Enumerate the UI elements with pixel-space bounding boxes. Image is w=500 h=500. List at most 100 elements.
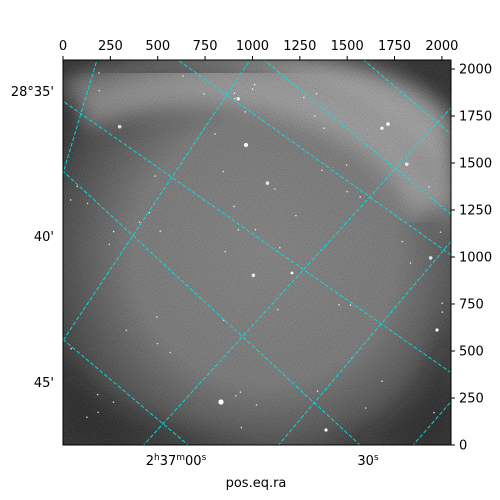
star xyxy=(233,205,235,208)
star xyxy=(223,319,225,322)
wcs-grid-line xyxy=(63,338,189,445)
star xyxy=(222,170,225,173)
x-axis-label: pos.eq.ra xyxy=(226,476,287,491)
star xyxy=(279,246,281,249)
wcs-grid-line xyxy=(362,60,451,135)
star xyxy=(295,214,297,217)
star xyxy=(233,97,236,100)
star xyxy=(154,175,156,177)
bright-star xyxy=(244,143,248,147)
star xyxy=(265,181,270,185)
star xyxy=(255,404,258,406)
bright-star xyxy=(218,399,224,405)
star xyxy=(346,190,349,193)
dec-tick-label: 40' xyxy=(34,230,54,245)
x-pixel-tick-label: 1750 xyxy=(378,39,411,54)
star xyxy=(251,273,256,278)
y-pixel-tick-label: 0 xyxy=(459,439,467,454)
y-pixel-tick-label: 2000 xyxy=(459,63,492,78)
star xyxy=(251,88,254,90)
dec-tick-label: 28°35' xyxy=(11,85,54,100)
star xyxy=(159,230,162,233)
wcs-grid-line xyxy=(63,60,98,176)
star xyxy=(108,243,111,246)
x-pixel-tick-label: 750 xyxy=(193,39,218,54)
pixel-axis-right: 0 250 500 750 1000 1250 1500 1750 2000 xyxy=(451,63,492,454)
star xyxy=(235,395,237,397)
coordinate-grid xyxy=(63,60,451,445)
star xyxy=(98,72,100,74)
bright-star xyxy=(324,428,328,432)
star xyxy=(236,97,241,101)
ra-axis-bottom: 2h37m00s 30s xyxy=(146,453,379,469)
star xyxy=(239,391,242,393)
wcs-grid-line xyxy=(63,100,451,373)
bright-star xyxy=(386,122,390,126)
star xyxy=(70,347,72,350)
y-pixel-tick-label: 1500 xyxy=(459,157,492,172)
star xyxy=(203,93,205,95)
sky-image xyxy=(63,60,451,445)
star xyxy=(323,127,325,130)
star xyxy=(359,196,361,198)
star xyxy=(316,390,319,392)
star xyxy=(244,111,247,113)
star xyxy=(254,228,257,231)
star xyxy=(86,202,89,205)
star xyxy=(380,126,384,131)
star xyxy=(321,169,323,172)
x-pixel-tick-label: 1500 xyxy=(331,39,364,54)
star xyxy=(240,426,243,429)
star xyxy=(381,380,383,383)
wcs-grid-line xyxy=(63,60,251,342)
x-pixel-tick-label: 1000 xyxy=(236,39,269,54)
y-pixel-tick-label: 750 xyxy=(459,298,484,313)
star xyxy=(404,162,409,166)
star xyxy=(273,188,276,190)
star xyxy=(233,92,236,95)
star xyxy=(409,262,412,264)
star xyxy=(433,411,435,414)
x-pixel-tick-label: 1250 xyxy=(283,39,316,54)
star xyxy=(441,302,443,304)
star xyxy=(428,186,430,188)
wcs-grid-line xyxy=(63,170,361,445)
y-pixel-tick-label: 250 xyxy=(459,392,484,407)
star xyxy=(214,133,216,135)
star xyxy=(156,316,158,318)
star xyxy=(117,124,122,129)
wcs-grid-line xyxy=(177,60,451,256)
star xyxy=(338,303,340,306)
star xyxy=(112,230,115,233)
bright-star xyxy=(290,271,294,275)
star xyxy=(76,185,78,188)
y-pixel-tick-label: 500 xyxy=(459,345,484,360)
star xyxy=(112,401,115,403)
y-pixel-tick-label: 1250 xyxy=(459,204,492,219)
plot-frame xyxy=(62,59,452,446)
star xyxy=(276,308,279,311)
star xyxy=(364,407,367,409)
star xyxy=(441,311,444,313)
dec-tick-label: 45' xyxy=(34,376,54,391)
ra-tick-label: 2h37m00s xyxy=(146,453,207,469)
star xyxy=(315,92,318,95)
y-pixel-tick-label: 1750 xyxy=(459,110,492,125)
bright-star xyxy=(435,328,439,332)
star-field xyxy=(69,72,444,432)
star xyxy=(182,75,184,77)
pixel-axis-top: 0 250 500 750 1000 1250 1500 1750 2000 xyxy=(59,39,458,60)
star xyxy=(224,250,226,253)
star xyxy=(428,256,433,260)
star xyxy=(96,393,99,396)
star xyxy=(303,96,305,99)
star xyxy=(401,240,403,243)
star xyxy=(237,228,240,231)
star xyxy=(69,199,72,201)
ra-tick-label: 30s xyxy=(357,453,379,469)
dec-axis-left: 28°35' 40' 45' xyxy=(11,85,54,391)
star xyxy=(345,164,348,166)
wcs-grid-line xyxy=(142,107,451,445)
star xyxy=(313,115,316,117)
